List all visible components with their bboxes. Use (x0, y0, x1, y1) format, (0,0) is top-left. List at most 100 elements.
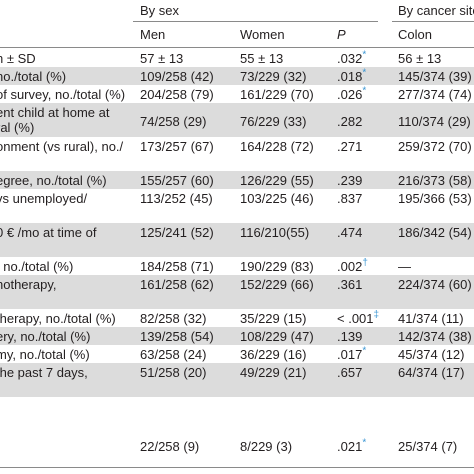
women-value: 190/229 (83) (240, 259, 314, 274)
women-value: 116/210(55) (240, 225, 310, 240)
men-value: 109/258 (42) (140, 69, 214, 84)
women-value: 108/229 (47) (240, 329, 314, 344)
colon-value: 110/374 (29) (398, 114, 471, 129)
row-label-line: ery, no./total (%) (0, 329, 91, 344)
p-value: .032* (337, 50, 366, 66)
p-value-text: .239 (337, 173, 363, 188)
row-label: notherapy, (0, 277, 56, 292)
men-value: 82/258 (32) (140, 311, 207, 326)
row-label: therapy, no./total (%) (0, 311, 116, 326)
colon-value: 259/372 (70) (398, 139, 472, 154)
women-value: 152/229 (66) (240, 277, 314, 292)
men-value: 139/258 (54) (140, 329, 214, 344)
men-value: 74/258 (29) (140, 114, 207, 129)
significance-mark: † (362, 257, 368, 269)
row-label: n ± SD (0, 51, 36, 66)
women-value: 164/228 (72) (240, 139, 314, 154)
p-value: .837 (337, 191, 362, 206)
group-rule-cancer (392, 21, 474, 22)
row-label: ent child at home atral (%) (0, 105, 109, 135)
table-row: onment (vs rural), no./ 173/257 (67) 164/2… (0, 137, 474, 171)
colon-value: — (398, 259, 411, 274)
colon-value: 186/342 (54) (398, 225, 472, 240)
women-value: 76/229 (33) (240, 114, 307, 129)
row-label: . no./total (%) (0, 259, 73, 274)
p-value-text: .139 (337, 329, 363, 344)
row-label-line: the past 7 days, (0, 365, 88, 380)
p-value-text: .032 (337, 51, 363, 66)
p-value-text: .021 (337, 439, 363, 454)
women-value: 35/229 (15) (240, 311, 307, 326)
table-row: ery, no./total (%) 139/258 (54) 108/229 (4… (0, 327, 474, 345)
p-value-text: < .001 (337, 311, 374, 326)
col-header-women: Women (240, 27, 285, 42)
group-header-by-sex: By sex (140, 3, 180, 18)
colon-value: 64/374 (17) (398, 365, 465, 380)
group-header-by-cancer-site: By cancer site (398, 3, 474, 18)
colon-value: 277/374 (74) (398, 87, 472, 102)
colon-value: 56 ± 13 (398, 51, 442, 66)
table-row: n ± SD 57 ± 13 55 ± 13 56 ± 13 .032* (0, 49, 474, 67)
men-value: 173/257 (67) (140, 139, 214, 154)
p-value-text: .002 (337, 259, 363, 274)
men-value: 125/241 (52) (140, 225, 214, 240)
header-rule (0, 47, 474, 48)
colon-value: 25/374 (7) (398, 439, 458, 454)
p-value: .239 (337, 173, 362, 188)
women-value: 55 ± 13 (240, 51, 284, 66)
p-value-text: .018 (337, 69, 363, 84)
table-row: my, no./total (%) 63/258 (24) 36/229 (16) 4… (0, 345, 474, 363)
table-row: . no./total (%) 184/258 (71) 190/229 (83) —… (0, 257, 474, 275)
row-label: no./total (%) (0, 69, 66, 84)
row-label-line: no./total (%) (0, 69, 67, 84)
p-value: .002† (337, 257, 368, 274)
men-value: 22/258 (9) (140, 439, 200, 454)
p-value-text: .837 (337, 191, 363, 206)
row-label-line: . no./total (%) (0, 259, 74, 274)
row-label: of survey, no./total (%) (0, 87, 125, 102)
significance-mark: ‡ (373, 309, 380, 321)
row-label-line: my, no./total (%) (0, 347, 90, 362)
row-label: the past 7 days, (0, 365, 88, 380)
significance-mark: * (362, 345, 367, 357)
col-header-p: P (337, 27, 346, 42)
men-value: 204/258 (79) (140, 87, 214, 102)
row-label: ery, no./total (%) (0, 329, 90, 344)
p-value: .282 (337, 114, 362, 129)
row-label: onment (vs rural), no./ (0, 139, 123, 154)
men-value: 63/258 (24) (140, 347, 207, 362)
p-value: .657 (337, 365, 362, 380)
men-value: 184/258 (71) (140, 259, 214, 274)
women-value: 73/229 (32) (240, 69, 307, 84)
row-label: my, no./total (%) (0, 347, 90, 362)
p-value-text: .657 (337, 365, 363, 380)
women-value: 36/229 (16) (240, 347, 307, 362)
men-value: 113/252 (45) (140, 191, 213, 206)
table-row: notherapy, 161/258 (62) 152/229 (66) 224/37… (0, 275, 474, 309)
men-value: 161/258 (62) (140, 277, 214, 292)
men-value: 51/258 (20) (140, 365, 207, 380)
row-label: egree, no./total (%) (0, 173, 107, 188)
table-row: 22/258 (9) 8/229 (3) 25/374 (7) .021* (0, 397, 474, 467)
significance-mark: * (362, 437, 367, 449)
men-value: 57 ± 13 (140, 51, 184, 66)
p-value: < .001‡ (337, 309, 380, 326)
col-header-colon: Colon (398, 27, 432, 42)
p-value: .021* (337, 437, 367, 454)
table-row: no./total (%) 109/258 (42) 73/229 (32) 145/… (0, 67, 474, 85)
col-header-men: Men (140, 27, 166, 42)
significance-mark: * (362, 67, 367, 79)
row-label: 0 € /mo at time of (0, 225, 96, 240)
row-label-line: ent child at home at (0, 105, 110, 120)
p-value: .361 (337, 277, 362, 292)
table-row: ent child at home atral (%) 74/258 (29) 76… (0, 103, 474, 137)
p-value-text: .361 (337, 277, 363, 292)
colon-value: 195/366 (53) (398, 191, 472, 206)
p-value-text: .282 (337, 114, 363, 129)
row-label-line: onment (vs rural), no./ (0, 139, 124, 154)
table-row: the past 7 days, 51/258 (20) 49/229 (21) 64… (0, 363, 474, 397)
table-row: therapy, no./total (%) 82/258 (32) 35/229 … (0, 309, 474, 327)
women-value: 161/229 (70) (240, 87, 314, 102)
p-value-text: .026 (337, 87, 363, 102)
row-label: vs unemployed/ (0, 191, 87, 206)
